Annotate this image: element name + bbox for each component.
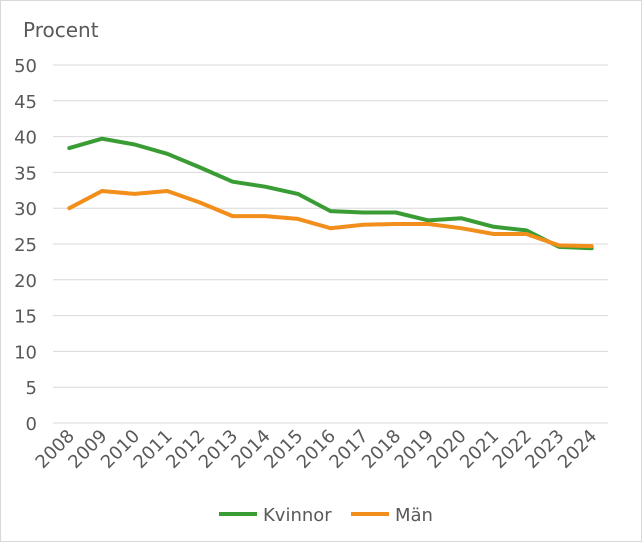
legend: Kvinnor Män xyxy=(219,505,433,526)
series-line-kvinnor xyxy=(67,136,594,251)
y-tick-label: 35 xyxy=(14,163,37,184)
y-tick-label: 15 xyxy=(14,307,37,328)
y-tick-label: 45 xyxy=(14,92,37,113)
y-tick-label: 25 xyxy=(14,235,37,256)
y-tick-label: 10 xyxy=(14,342,37,363)
x-tick-label: 2024 xyxy=(554,426,601,473)
y-tick-label: 20 xyxy=(14,271,37,292)
series-line-män xyxy=(67,189,594,249)
legend-label: Män xyxy=(395,505,433,526)
y-axis-label: Procent xyxy=(23,18,99,42)
y-tick-label: 40 xyxy=(14,128,37,149)
y-tick-label: 50 xyxy=(14,56,37,77)
y-tick-labels: 0 5 10 15 20 25 30 35 40 45 50 xyxy=(14,56,37,435)
legend-label: Kvinnor xyxy=(263,505,332,526)
series-lines xyxy=(67,136,594,251)
x-tick-labels: 2008200920102011201220132014201520162017… xyxy=(32,426,602,473)
y-tick-label: 5 xyxy=(26,378,37,399)
y-tick-label: 0 xyxy=(26,414,37,435)
gridlines xyxy=(53,64,608,424)
y-tick-label: 30 xyxy=(14,199,37,220)
